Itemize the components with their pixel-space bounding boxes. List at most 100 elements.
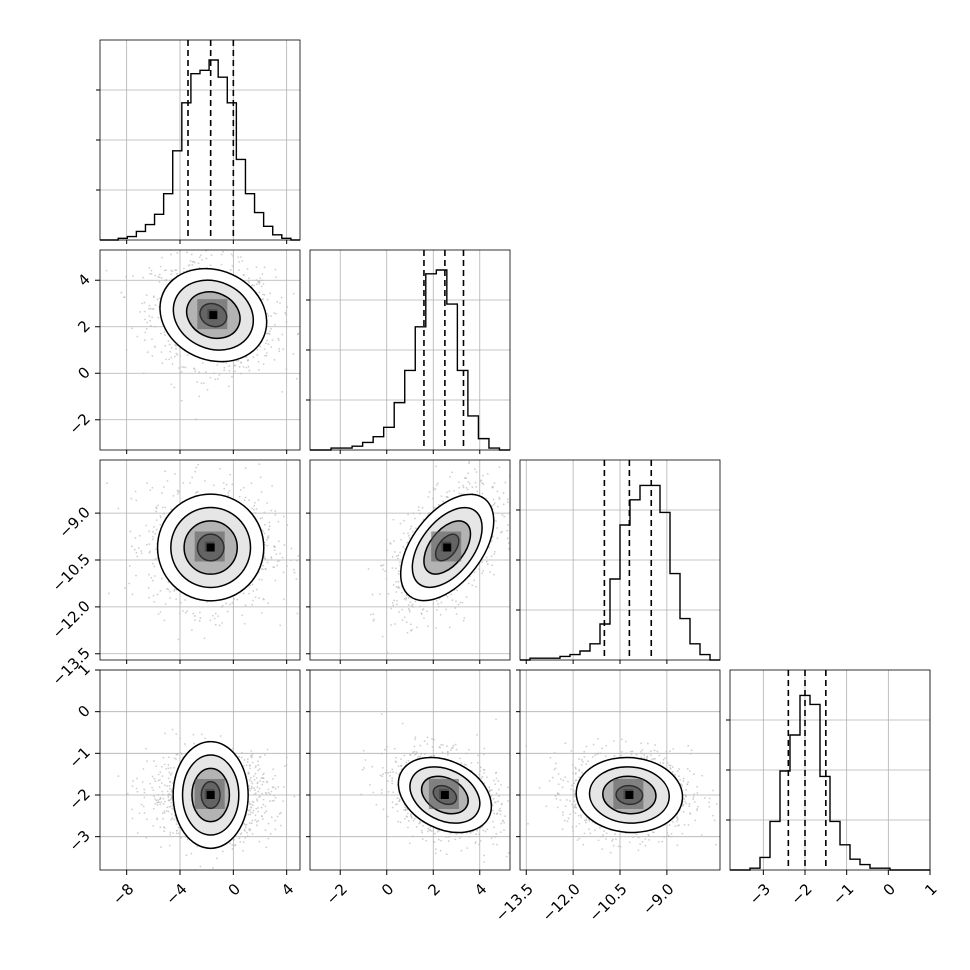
- scatter-point: [171, 363, 174, 365]
- scatter-point: [267, 822, 270, 825]
- scatter-point: [197, 463, 200, 466]
- scatter-point: [274, 774, 277, 777]
- scatter-point: [395, 591, 397, 593]
- scatter-point: [157, 799, 159, 801]
- scatter-point: [141, 781, 144, 783]
- scatter-point: [165, 358, 167, 361]
- density-cell: [194, 551, 205, 562]
- scatter-point: [245, 366, 248, 369]
- scatter-point: [485, 560, 488, 563]
- scatter-point: [179, 355, 182, 357]
- scatter-point: [247, 365, 250, 368]
- scatter-point: [251, 507, 254, 510]
- density-cell: [214, 541, 225, 552]
- scatter-point: [397, 585, 400, 588]
- scatter-point: [261, 783, 264, 786]
- scatter-point: [284, 311, 287, 314]
- scatter-point: [511, 541, 513, 543]
- scatter-point: [446, 491, 448, 494]
- scatter-point: [242, 592, 245, 595]
- scatter-point: [510, 548, 512, 550]
- scatter-point: [394, 623, 396, 625]
- scatter-point: [270, 315, 273, 317]
- scatter-point: [463, 617, 466, 619]
- scatter-point: [455, 600, 457, 603]
- scatter-point: [532, 544, 534, 546]
- scatter-point: [234, 370, 237, 373]
- scatter-point: [267, 343, 270, 346]
- scatter-point: [267, 602, 270, 605]
- scatter-point: [223, 366, 226, 369]
- scatter-point: [420, 612, 423, 615]
- scatter-point: [504, 481, 507, 484]
- scatter-point: [282, 348, 285, 351]
- scatter-point: [138, 534, 141, 537]
- scatter-point: [244, 604, 247, 607]
- scatter-point: [172, 832, 174, 834]
- scatter-point: [173, 355, 176, 358]
- scatter-point: [175, 733, 178, 735]
- scatter-point: [175, 832, 178, 835]
- density-cell: [204, 551, 215, 562]
- scatter-point: [409, 623, 412, 626]
- scatter-point: [260, 814, 263, 817]
- scatter-point: [259, 277, 262, 279]
- scatter-point: [135, 787, 138, 790]
- scatter-point: [155, 528, 158, 531]
- scatter-point: [160, 492, 163, 494]
- scatter-point: [148, 267, 151, 269]
- scatter-point: [254, 789, 256, 791]
- scatter-point: [311, 577, 313, 579]
- histogram-line: [100, 59, 300, 241]
- scatter-point: [242, 849, 244, 852]
- scatter-point: [426, 610, 428, 613]
- scatter-point: [279, 624, 282, 627]
- scatter-point: [395, 555, 398, 557]
- scatter-point: [464, 477, 467, 480]
- scatter-point: [278, 812, 281, 815]
- scatter-point: [253, 793, 256, 796]
- scatter-point: [130, 545, 133, 548]
- scatter-point: [254, 792, 257, 795]
- scatter-point: [167, 756, 170, 759]
- scatter-point: [177, 826, 180, 829]
- scatter-point: [145, 747, 147, 750]
- scatter-point: [209, 376, 212, 379]
- scatter-point: [481, 492, 484, 495]
- scatter-point: [255, 824, 258, 827]
- scatter-point: [238, 837, 241, 840]
- scatter-point: [428, 491, 431, 493]
- scatter-point: [155, 506, 158, 509]
- scatter-point: [496, 490, 499, 493]
- scatter-point: [427, 625, 429, 628]
- scatter-point: [167, 793, 170, 796]
- scatter-point: [432, 506, 435, 509]
- scatter-point: [263, 811, 266, 814]
- scatter-point: [150, 272, 153, 275]
- scatter-point: [267, 528, 270, 531]
- scatter-point: [160, 846, 162, 849]
- scatter-point: [142, 276, 144, 279]
- scatter-point: [410, 525, 413, 528]
- scatter-point: [168, 771, 171, 774]
- scatter-point: [498, 466, 501, 469]
- scatter-point: [143, 339, 146, 341]
- scatter-point: [223, 369, 226, 372]
- scatter-point: [251, 284, 254, 287]
- scatter-point: [245, 764, 248, 767]
- scatter-point: [166, 806, 169, 809]
- scatter-point: [164, 603, 167, 606]
- scatter-point: [227, 492, 230, 494]
- scatter-point: [215, 857, 218, 860]
- scatter-point: [492, 573, 495, 576]
- scatter-point: [486, 473, 489, 475]
- scatter-point: [258, 281, 261, 283]
- scatter-point: [169, 773, 172, 776]
- scatter-point: [216, 364, 219, 366]
- scatter-point: [198, 256, 201, 259]
- scatter-point: [283, 598, 285, 601]
- scatter-point: [415, 527, 417, 530]
- scatter-point: [160, 782, 163, 784]
- density-cell: [207, 299, 218, 310]
- density-cell: [197, 309, 208, 320]
